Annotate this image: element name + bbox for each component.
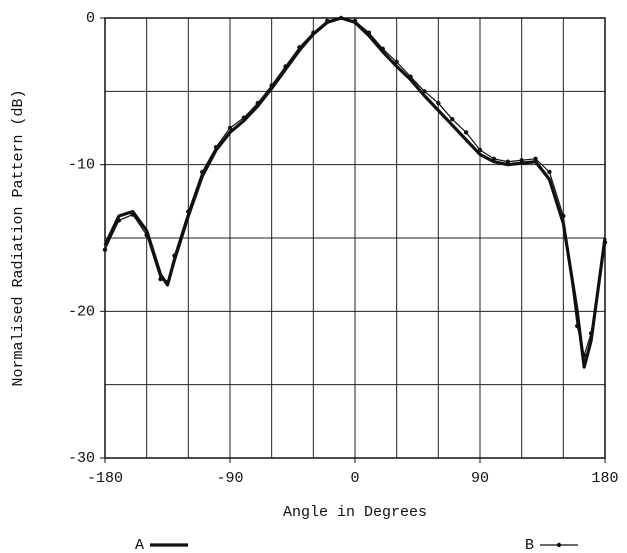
series-point: [283, 64, 288, 69]
series-point: [186, 209, 191, 214]
x-tick-label: 0: [350, 470, 359, 487]
series-point: [165, 279, 170, 285]
series-point: [311, 30, 316, 35]
series-point: [102, 247, 108, 252]
series-point: [505, 159, 510, 164]
series-point: [255, 100, 260, 106]
series-point: [422, 89, 427, 94]
y-axis-title: Normalised Radiation Pattern (dB): [10, 89, 27, 386]
series-point: [352, 18, 358, 24]
series-point: [366, 30, 372, 35]
y-tick-label: 0: [86, 10, 95, 27]
legend-label: B: [525, 537, 534, 553]
x-tick-label: 90: [471, 470, 489, 487]
series-point: [130, 212, 135, 217]
series-point: [116, 218, 122, 223]
series-point: [200, 169, 205, 175]
x-tick-label: -90: [216, 470, 243, 487]
x-axis-title: Angle in Degrees: [283, 504, 427, 521]
series-point: [588, 331, 594, 336]
series-point: [172, 253, 177, 258]
series-point: [394, 59, 399, 65]
series-point: [297, 45, 302, 50]
series-point: [241, 115, 247, 120]
series-point: [561, 213, 566, 219]
series-point: [380, 46, 385, 51]
series-point: [477, 147, 483, 153]
series-point: [325, 18, 330, 24]
y-tick-label: -20: [68, 303, 95, 320]
series-point: [519, 158, 524, 163]
series-point: [602, 240, 608, 245]
x-tick-label: -180: [87, 470, 123, 487]
series-point: [575, 323, 580, 329]
legend-swatch-point: [556, 542, 562, 548]
series-point: [213, 144, 219, 150]
series-point: [450, 117, 455, 122]
series-point: [533, 156, 538, 161]
series-point: [581, 353, 587, 358]
series-point: [491, 156, 497, 161]
series-point: [408, 74, 413, 79]
series-point: [158, 276, 163, 282]
series-point: [144, 232, 149, 238]
series-point: [227, 125, 233, 131]
series-point: [436, 100, 441, 106]
series-point: [269, 83, 274, 88]
series-point: [463, 130, 469, 135]
y-tick-label: -10: [68, 157, 95, 174]
legend-label: A: [135, 537, 144, 553]
series-point: [547, 169, 552, 175]
x-tick-label: 180: [591, 470, 618, 487]
y-tick-label: -30: [68, 450, 95, 467]
series-point: [338, 15, 344, 21]
